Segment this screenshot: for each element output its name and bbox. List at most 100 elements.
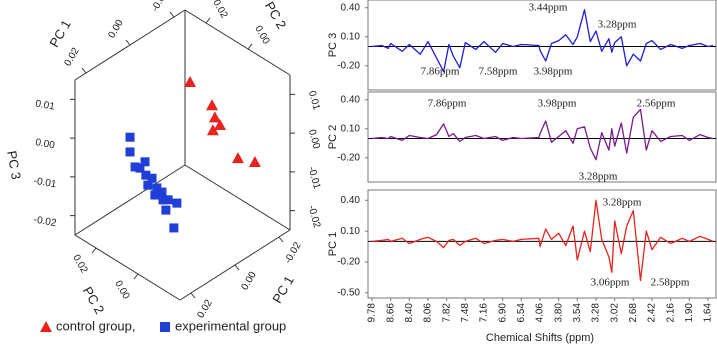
point bbox=[130, 162, 140, 172]
pc1-tick-label: -0.02 bbox=[150, 0, 171, 14]
y-tick-label: 0.10 bbox=[341, 226, 361, 237]
point bbox=[169, 223, 179, 233]
x-tick-label: 1.90 bbox=[684, 303, 695, 323]
x-tick-label: 4.06 bbox=[535, 303, 546, 323]
peak-annotation: 7.86ppm bbox=[428, 98, 467, 110]
spectrum-line bbox=[371, 199, 714, 282]
legend-label: experimental group bbox=[175, 318, 286, 333]
pc3-tick-label: 0.00 bbox=[34, 137, 56, 151]
spectrum-line bbox=[371, 9, 714, 73]
peak-annotation: 2.58ppm bbox=[651, 277, 690, 289]
pc1-tick-label: 0.02 bbox=[195, 298, 214, 321]
legend-label: control group, bbox=[56, 318, 136, 333]
pc3-tick-label: -0.01 bbox=[33, 176, 58, 191]
peak-annotation: 7.86ppm bbox=[421, 66, 460, 78]
pc2-tick-label: 0.02 bbox=[70, 253, 89, 276]
spectrum-line bbox=[371, 108, 714, 161]
y-axis-label: PC 1 bbox=[327, 232, 339, 256]
legend-marker bbox=[40, 321, 52, 332]
point bbox=[143, 180, 153, 190]
y-axis-label: PC 2 bbox=[327, 125, 339, 149]
x-tick-label: 7.48 bbox=[460, 303, 471, 323]
pc1-axis-label: PC 1 bbox=[269, 273, 296, 306]
x-tick-label: 9.78 bbox=[367, 303, 378, 323]
point bbox=[135, 163, 145, 173]
pc2-tick-label: 0.00 bbox=[112, 279, 131, 302]
x-tick-label: 8.66 bbox=[385, 303, 396, 323]
x-tick-label: 3.28 bbox=[591, 303, 602, 323]
box-edge bbox=[184, 9, 291, 76]
point bbox=[184, 75, 197, 87]
x-tick-label: 7.82 bbox=[441, 303, 452, 323]
point bbox=[163, 195, 173, 205]
box-edge bbox=[74, 164, 186, 236]
x-tick-label: 3.02 bbox=[609, 303, 620, 323]
point bbox=[206, 124, 219, 136]
point bbox=[150, 190, 160, 200]
pc3-tick-label: 0.01 bbox=[34, 98, 56, 112]
pc2-tick-label: 0.02 bbox=[210, 0, 229, 21]
point bbox=[161, 205, 171, 215]
panel-frame bbox=[367, 0, 717, 91]
peak-annotation: 3.98ppm bbox=[534, 66, 573, 78]
y-tick-label: 0.40 bbox=[341, 2, 361, 13]
x-tick-label: 2.42 bbox=[647, 303, 658, 323]
point bbox=[157, 187, 167, 197]
x-tick-label: 6.54 bbox=[516, 303, 527, 323]
point bbox=[231, 152, 244, 164]
y-tick-label: -0.20 bbox=[337, 257, 360, 268]
x-axis-label: Chemical Shifts (ppm) bbox=[486, 332, 594, 344]
tick-mark bbox=[133, 273, 139, 280]
point bbox=[125, 147, 135, 157]
point bbox=[208, 111, 221, 123]
y-tick-label: 0.40 bbox=[341, 94, 361, 105]
pc1-tick-label: 0.02 bbox=[62, 46, 81, 69]
x-tick-label: 2.68 bbox=[628, 303, 639, 323]
point bbox=[158, 195, 168, 205]
peak-annotation: 3.28ppm bbox=[579, 171, 618, 183]
pc2-tick-label: 0.00 bbox=[252, 24, 271, 47]
x-tick-label: 3.54 bbox=[572, 303, 583, 323]
x-tick-label: 8.40 bbox=[404, 303, 415, 323]
pc3-tick-label: -0.01 bbox=[306, 165, 323, 190]
panel-frame bbox=[367, 189, 717, 299]
pc1-tick-label: -0.02 bbox=[283, 240, 304, 266]
y-tick-label: -0.20 bbox=[337, 152, 360, 163]
y-tick-label: 0.10 bbox=[341, 31, 361, 42]
tick-mark bbox=[247, 43, 253, 50]
x-tick-label: 7.16 bbox=[479, 303, 490, 323]
peak-annotation: 3.28ppm bbox=[603, 197, 642, 209]
point bbox=[172, 198, 182, 208]
x-tick-label: 3.80 bbox=[553, 303, 564, 323]
point bbox=[125, 132, 135, 142]
box-edge bbox=[74, 234, 181, 301]
tick-mark bbox=[205, 17, 211, 24]
tick-mark bbox=[190, 292, 196, 299]
tick-mark bbox=[81, 67, 87, 74]
peak-annotation: 3.44ppm bbox=[529, 2, 568, 14]
pc1-tick-label: 0.00 bbox=[239, 270, 258, 293]
y-tick-label: -0.20 bbox=[337, 60, 360, 71]
tick-mark bbox=[125, 39, 131, 46]
box-edge bbox=[184, 164, 291, 231]
peak-annotation: 7.58ppm bbox=[479, 66, 518, 78]
y-tick-label: 0.10 bbox=[341, 123, 361, 134]
peak-annotation: 3.06ppm bbox=[591, 277, 630, 289]
pc1-tick-label: 0.00 bbox=[106, 18, 125, 41]
point bbox=[140, 157, 150, 167]
point bbox=[147, 173, 157, 183]
point bbox=[248, 156, 261, 168]
tick-mark bbox=[91, 247, 97, 254]
pc3-tick-label: -0.02 bbox=[306, 204, 323, 229]
tick-mark bbox=[278, 236, 284, 243]
y-tick-label: 0.40 bbox=[341, 195, 361, 206]
x-tick-label: 8.06 bbox=[423, 303, 434, 323]
point bbox=[206, 99, 219, 111]
point bbox=[141, 170, 151, 180]
point bbox=[152, 183, 162, 193]
x-tick-label: 6.90 bbox=[497, 303, 508, 323]
y-tick-label: -0.50 bbox=[337, 287, 360, 298]
pc3-tick-label: 0.00 bbox=[306, 128, 322, 150]
